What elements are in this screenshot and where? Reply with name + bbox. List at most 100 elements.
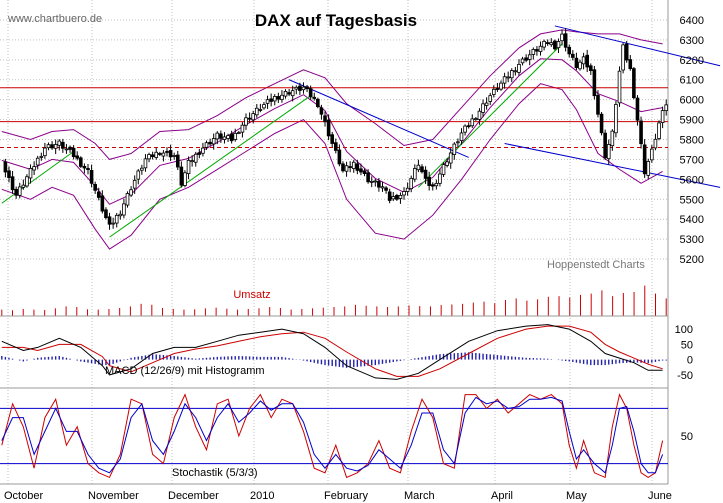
candle-body xyxy=(430,184,435,187)
candle-body xyxy=(560,33,564,42)
candle-body xyxy=(143,158,148,169)
candle-body xyxy=(513,70,518,73)
candle-body xyxy=(21,184,26,188)
candle-body xyxy=(323,115,327,123)
candle-body xyxy=(118,213,123,217)
candle-body xyxy=(398,195,403,199)
candle-body xyxy=(445,161,449,166)
candle-body xyxy=(233,132,238,140)
candle-body xyxy=(463,125,467,133)
candle-body xyxy=(244,117,248,126)
candle-body xyxy=(362,170,367,174)
candle-body xyxy=(481,103,485,113)
candle-body xyxy=(402,191,406,196)
candle-body xyxy=(366,172,370,183)
x-tick-label: April xyxy=(491,490,513,502)
candle-body xyxy=(114,214,119,224)
candle-body xyxy=(567,46,572,55)
candle-body xyxy=(208,141,212,145)
candle-body xyxy=(391,196,396,200)
candle-body xyxy=(283,90,288,97)
candle-body xyxy=(254,107,259,116)
candle-body xyxy=(165,151,169,153)
candle-body xyxy=(312,96,317,99)
candle-body xyxy=(161,152,166,157)
candle-body xyxy=(574,57,579,68)
candle-body xyxy=(237,132,241,134)
price-tick-label: 6200 xyxy=(680,55,704,67)
candle-body xyxy=(427,176,431,186)
candle-body xyxy=(355,163,360,171)
candle-body xyxy=(183,172,187,186)
candle-body xyxy=(423,169,428,179)
candle-body xyxy=(416,164,421,171)
candle-body xyxy=(420,166,424,173)
candle-body xyxy=(603,132,607,159)
candle-body xyxy=(125,193,130,206)
candle-body xyxy=(488,95,493,102)
candle-body xyxy=(272,96,277,102)
candle-body xyxy=(653,138,658,149)
candle-body xyxy=(226,135,230,139)
candle-body xyxy=(524,57,528,61)
candle-body xyxy=(646,161,651,176)
candle-body xyxy=(68,146,72,150)
candle-body xyxy=(50,144,54,149)
candle-body xyxy=(556,41,561,49)
candle-body xyxy=(599,113,604,134)
x-tick-label: June xyxy=(648,490,672,502)
candle-body xyxy=(190,160,194,163)
candle-body xyxy=(549,42,554,46)
candle-body xyxy=(158,153,162,155)
trend-line-blue xyxy=(504,143,721,188)
axes: 5200 5300 5400 5500 5600 5700 5800 5900 6000 6100… xyxy=(4,15,704,502)
candle-body xyxy=(632,68,636,99)
candle-body xyxy=(53,144,58,149)
candle-body xyxy=(617,70,622,104)
price-tick-label: 6300 xyxy=(680,35,704,47)
macd-signal-line xyxy=(1,325,663,377)
candle-body xyxy=(596,94,600,115)
candle-body xyxy=(377,180,381,188)
candle-body xyxy=(373,180,378,183)
candle-body xyxy=(305,86,309,90)
candle-body xyxy=(387,191,392,201)
x-tick-label: November xyxy=(88,490,139,502)
candle-body xyxy=(17,186,22,196)
candle-body xyxy=(10,176,15,191)
stoch-tick-label: 50 xyxy=(681,431,693,443)
candle-body xyxy=(459,132,464,142)
candle-body xyxy=(46,144,51,149)
candle-body xyxy=(337,149,342,165)
candle-body xyxy=(506,76,510,79)
candle-body xyxy=(639,120,643,145)
candle-body xyxy=(251,113,255,121)
candle-body xyxy=(7,170,11,178)
price-tick-label: 5400 xyxy=(680,214,704,226)
candle-body xyxy=(395,195,399,200)
candle-body xyxy=(642,144,647,175)
candle-body xyxy=(509,70,514,79)
candle-body xyxy=(150,154,155,158)
candle-body xyxy=(635,97,640,121)
candle-body xyxy=(527,54,532,60)
candle-body xyxy=(39,156,44,158)
watermark: www.chartbuero.de xyxy=(7,13,102,25)
trend-line-blue xyxy=(288,79,469,158)
candle-body xyxy=(215,132,220,140)
price-tick-label: 6000 xyxy=(680,95,704,107)
x-tick-label: March xyxy=(404,490,435,502)
candle-body xyxy=(585,54,589,68)
candle-body xyxy=(470,118,475,127)
candle-body xyxy=(434,182,439,187)
candle-body xyxy=(298,85,302,91)
candle-body xyxy=(64,148,69,151)
candle-body xyxy=(61,141,65,149)
candle-body xyxy=(484,102,489,106)
candle-body xyxy=(571,53,575,58)
candle-body xyxy=(57,140,62,146)
candle-body xyxy=(409,177,414,190)
candle-body xyxy=(276,96,281,100)
candle-body xyxy=(660,110,665,123)
